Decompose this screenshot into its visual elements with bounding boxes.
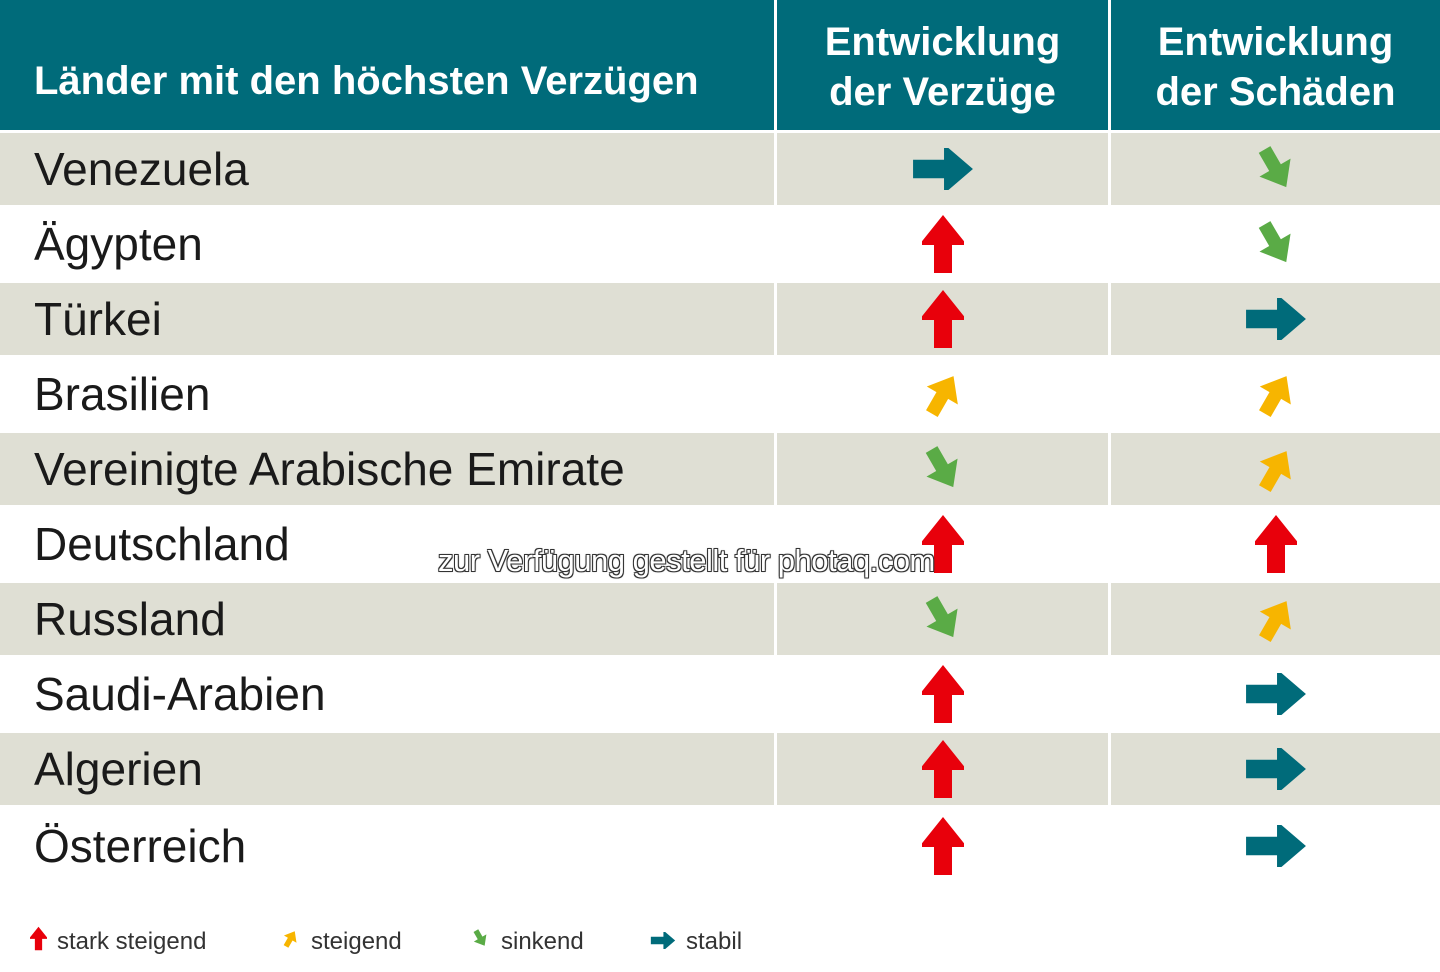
country-cell: Türkei bbox=[0, 283, 774, 355]
legend-label-rise: steigend bbox=[311, 928, 402, 955]
delays-trend-cell bbox=[777, 733, 1108, 805]
damages-trend-cell bbox=[1111, 808, 1440, 883]
watermark: zur Verfügung gestellt für photaq.com bbox=[438, 543, 935, 578]
arrow-down-right-icon bbox=[473, 929, 487, 946]
legend-item-falling: sinkend bbox=[470, 927, 650, 957]
legend-label-falling: sinkend bbox=[501, 928, 584, 955]
arrow-right-icon bbox=[1245, 673, 1306, 715]
damages-trend-cell bbox=[1111, 133, 1440, 205]
arrow-right-icon bbox=[1245, 824, 1306, 867]
arrow-up-icon bbox=[921, 740, 964, 798]
arrow-down-right-icon bbox=[925, 596, 958, 638]
arrow-up-right-icon bbox=[1258, 451, 1291, 493]
country-cell: Saudi-Arabien bbox=[0, 658, 774, 730]
arrow-right-icon bbox=[1245, 298, 1306, 340]
legend-item-stable: stabil bbox=[650, 928, 742, 956]
arrow-up-icon bbox=[28, 926, 49, 951]
delays-trend-cell bbox=[777, 508, 1108, 580]
arrow-up-icon bbox=[921, 816, 964, 875]
delays-trend-cell bbox=[777, 208, 1108, 280]
header-damages: Entwicklung der Schäden bbox=[1111, 0, 1440, 130]
header-delays-line1: Entwicklung bbox=[824, 20, 1061, 64]
arrow-up-icon bbox=[921, 290, 964, 348]
arrow-up-right-icon bbox=[280, 927, 311, 957]
country-cell: Russland bbox=[0, 583, 774, 655]
arrow-right-icon bbox=[912, 148, 973, 190]
arrow-up-icon bbox=[1254, 515, 1297, 573]
damages-trend-cell bbox=[1111, 658, 1440, 730]
country-cell: Algerien bbox=[0, 733, 774, 805]
header-damages-line2: der Schäden bbox=[1155, 70, 1396, 114]
legend-label-strong-rise: stark steigend bbox=[57, 928, 207, 955]
arrow-up-right-icon bbox=[1258, 601, 1291, 643]
arrow-down-right-icon bbox=[470, 927, 501, 957]
delays-trend-cell bbox=[777, 358, 1108, 430]
arrow-down-right-icon bbox=[925, 446, 958, 488]
damages-trend-cell bbox=[1111, 283, 1440, 355]
arrow-up-right-icon bbox=[1258, 376, 1291, 418]
delays-trend-cell bbox=[777, 583, 1108, 655]
header-delays: Entwicklung der Verzüge bbox=[777, 0, 1108, 130]
trend-table: Länder mit den höchsten Verzügen Entwick… bbox=[0, 0, 1440, 883]
arrow-up-icon bbox=[921, 665, 964, 723]
country-cell: Venezuela bbox=[0, 133, 774, 205]
damages-trend-cell bbox=[1111, 733, 1440, 805]
delays-trend-cell bbox=[777, 658, 1108, 730]
damages-trend-cell bbox=[1111, 508, 1440, 580]
delays-trend-cell bbox=[777, 133, 1108, 205]
country-cell: Brasilien bbox=[0, 358, 774, 430]
country-cell: Österreich bbox=[0, 808, 774, 883]
arrow-up-right-icon bbox=[283, 931, 297, 948]
legend-item-strong-rise: stark steigend bbox=[28, 926, 280, 958]
arrow-up-icon bbox=[921, 515, 964, 573]
damages-trend-cell bbox=[1111, 208, 1440, 280]
arrow-up-icon bbox=[921, 215, 964, 273]
arrow-right-icon bbox=[650, 928, 686, 956]
arrow-up-right-icon bbox=[925, 376, 958, 418]
header-country-label: Länder mit den höchsten Verzügen bbox=[34, 59, 699, 103]
arrow-right-icon bbox=[1245, 748, 1306, 790]
damages-trend-cell bbox=[1111, 433, 1440, 505]
legend-item-rise: steigend bbox=[280, 927, 470, 957]
delays-trend-cell bbox=[777, 433, 1108, 505]
legend: stark steigend steigend sinkend stabil bbox=[28, 922, 742, 962]
arrow-up-icon bbox=[28, 926, 57, 958]
arrow-down-right-icon bbox=[1258, 146, 1291, 188]
header-delays-line2: der Verzüge bbox=[829, 70, 1056, 114]
country-cell: Deutschland bbox=[0, 508, 774, 580]
header-country: Länder mit den höchsten Verzügen bbox=[0, 0, 774, 130]
damages-trend-cell bbox=[1111, 583, 1440, 655]
damages-trend-cell bbox=[1111, 358, 1440, 430]
arrow-down-right-icon bbox=[1258, 221, 1291, 263]
header-damages-line1: Entwicklung bbox=[1157, 20, 1394, 64]
arrow-right-icon bbox=[650, 930, 676, 951]
country-cell: Ägypten bbox=[0, 208, 774, 280]
country-cell: Vereinigte Arabische Emirate bbox=[0, 433, 774, 505]
legend-label-stable: stabil bbox=[686, 928, 743, 955]
delays-trend-cell bbox=[777, 283, 1108, 355]
delays-trend-cell bbox=[777, 808, 1108, 883]
